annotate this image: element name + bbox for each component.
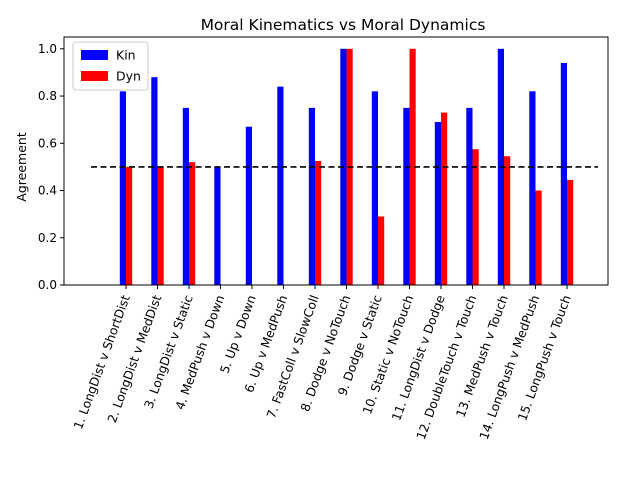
x-tick-label: 1. LongDist v ShortDist [71,293,133,431]
y-tick-label: 0.2 [38,231,57,245]
bar-kin-15 [560,62,567,286]
bar-kin-10 [403,107,410,285]
legend-swatch-dyn [81,71,108,81]
bar-dyn-1 [126,166,133,285]
bar-dyn-15 [567,179,574,285]
bar-kin-9 [371,91,378,285]
y-axis-label: Agreement [14,132,29,202]
bar-kin-12 [466,107,473,285]
bar-kin-14 [529,91,536,285]
y-tick-label: 0.4 [38,184,57,198]
bar-kin-6 [277,86,284,285]
bar-dyn-12 [472,149,479,285]
bar-kin-1 [119,91,126,285]
legend-label-kin: Kin [116,48,136,63]
bar-kin-5 [245,126,252,285]
bar-dyn-13 [504,156,511,285]
plot-area [91,48,598,286]
bar-kin-2 [151,77,158,286]
x-tick-label: 12. DoubleTouch v Touch [414,293,479,441]
bar-dyn-11 [441,112,448,285]
legend: Kin Dyn [72,41,149,91]
x-tick-label: 14. LongPush v MedPush [477,293,542,441]
bar-kin-11 [434,122,441,285]
bar-dyn-2 [157,166,164,285]
chart-title: Moral Kinematics vs Moral Dynamics [201,16,486,34]
bar-dyn-10 [409,48,416,286]
bar-dyn-14 [535,190,542,285]
legend-swatch-kin [81,50,108,60]
bar-dyn-9 [378,216,385,285]
bar-dyn-7 [315,161,322,285]
legend-label-dyn: Dyn [116,69,141,84]
bar-kin-4 [214,166,221,285]
y-tick-label: 0.0 [38,278,57,292]
bar-kin-3 [182,107,189,285]
bar-kin-7 [308,107,315,285]
y-tick-label: 0.8 [38,89,57,103]
y-tick-label: 0.6 [38,136,57,150]
y-tick-label: 1.0 [38,42,57,56]
axes-frame [63,36,609,286]
bar-dyn-3 [189,162,196,285]
